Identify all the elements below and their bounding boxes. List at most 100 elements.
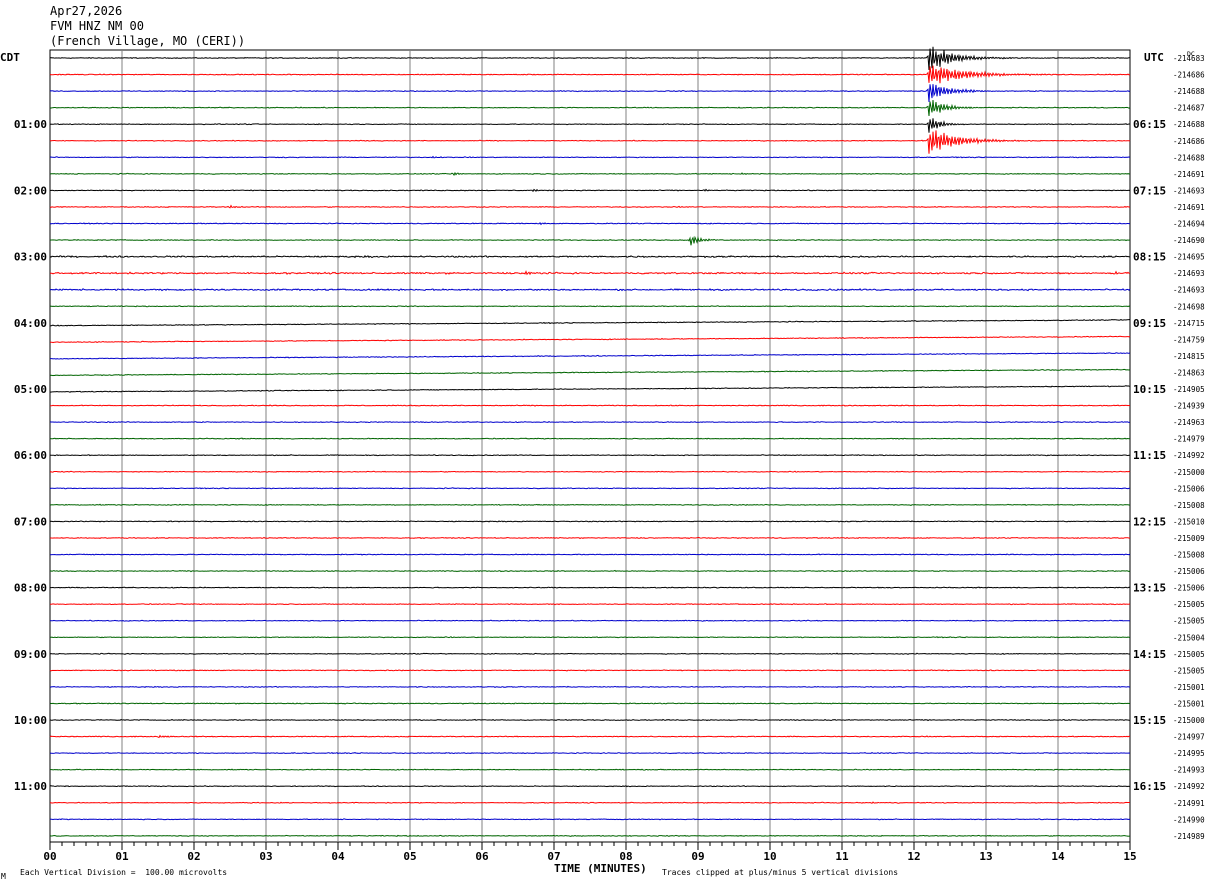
left-hour-label: 11:00 [14, 780, 47, 793]
right-hour-label: 08:15 [1133, 251, 1166, 264]
dc-offset-label: -214993 [1173, 766, 1205, 775]
dc-offset-label: -215008 [1173, 551, 1205, 560]
dc-offset-label: -214688 [1173, 87, 1205, 96]
dc-offset-label: -215001 [1173, 683, 1205, 692]
dc-offset-label: -215006 [1173, 584, 1205, 593]
left-hour-label: 08:00 [14, 582, 47, 595]
trace-row [49, 669, 1131, 672]
trace-row [49, 130, 1131, 154]
x-tick-label: 04 [331, 850, 345, 863]
trace-row [50, 603, 1131, 606]
dc-offset-label: -214691 [1173, 203, 1205, 212]
dc-offset-label: -214991 [1173, 799, 1205, 808]
trace-row [49, 65, 1131, 84]
trace-row [49, 752, 1131, 755]
dc-offset-label: -215010 [1173, 517, 1205, 526]
dc-offset-label: -215006 [1173, 484, 1205, 493]
left-hour-label: 10:00 [14, 714, 47, 727]
dc-offset-label: -215006 [1173, 567, 1205, 576]
left-hour-label: 04:00 [14, 317, 47, 330]
trace-row [49, 204, 1131, 209]
dc-offset-label: -214693 [1173, 269, 1205, 278]
trace-row [49, 270, 1131, 276]
dc-offset-label: -214687 [1173, 104, 1205, 113]
trace-row [49, 352, 1131, 360]
trace-row [49, 685, 1131, 689]
trace-row [49, 503, 1131, 506]
trace-row [49, 768, 1130, 771]
dc-offset-label: -214693 [1173, 286, 1205, 295]
dc-offset-label: -214691 [1173, 170, 1205, 179]
dc-offset-label: -214963 [1173, 418, 1205, 427]
right-hour-label: 13:15 [1133, 582, 1166, 595]
right-timezone-label: UTC [1144, 51, 1164, 64]
dc-offset-label: -214698 [1173, 302, 1205, 311]
dc-offset-label: -215001 [1173, 699, 1205, 708]
right-hour-label: 12:15 [1133, 515, 1166, 528]
x-tick-label: 05 [403, 850, 416, 863]
left-hour-label: 02:00 [14, 184, 47, 197]
plot-header: Apr27,2026 FVM HNZ NM 00 (French Village… [50, 4, 245, 49]
x-tick-label: 08 [619, 850, 632, 863]
left-hour-label: 07:00 [14, 515, 47, 528]
right-hour-label: 16:15 [1133, 780, 1166, 793]
left-hour-label: 03:00 [14, 251, 47, 264]
trace-row [49, 318, 1131, 327]
trace-row [49, 254, 1131, 259]
trace-row [49, 487, 1131, 490]
vertical-scale-note: Each Vertical Division = 100.00 microvol… [20, 868, 228, 877]
x-tick-label: 14 [1051, 850, 1065, 863]
dc-offset-label: -214992 [1173, 451, 1205, 460]
dc-offset-label: -214686 [1173, 137, 1205, 146]
x-tick-label: 00 [43, 850, 56, 863]
dc-offset-label: -215000 [1173, 716, 1205, 725]
dc-offset-label: -215005 [1173, 666, 1205, 675]
trace-row [49, 702, 1130, 705]
trace-row [49, 99, 1131, 117]
trace-row [49, 470, 1131, 473]
dc-offset-label: -214683 [1173, 54, 1205, 63]
dc-offset-label: -214990 [1173, 815, 1205, 824]
dc-offset-label: -214715 [1173, 319, 1205, 328]
trace-row [49, 801, 1130, 804]
dc-offset-label: -215004 [1173, 633, 1205, 642]
x-tick-label: 02 [187, 850, 200, 863]
dc-offset-label: -214695 [1173, 253, 1205, 262]
trace-row [49, 536, 1131, 540]
dc-header-label: DC [1187, 50, 1195, 58]
left-hour-label: 06:00 [14, 449, 47, 462]
clip-note: Traces clipped at plus/minus 5 vertical … [662, 868, 899, 877]
right-hour-label: 11:15 [1133, 449, 1166, 462]
station-location: (French Village, MO (CERI)) [50, 34, 246, 48]
dc-offset-label: -215005 [1173, 650, 1205, 659]
x-axis-title: TIME (MINUTES) [554, 862, 647, 875]
dc-offset-label: -214939 [1173, 402, 1205, 411]
trace-row [49, 834, 1130, 837]
dc-offset-label: -214688 [1173, 153, 1205, 162]
right-hour-label: 10:15 [1133, 383, 1166, 396]
trace-row [49, 235, 1131, 246]
dc-offset-label: -214989 [1173, 832, 1205, 841]
trace-row [49, 454, 1131, 457]
dc-offset-label: -214686 [1173, 71, 1205, 80]
trace-row [49, 437, 1130, 440]
left-hour-label: 09:00 [14, 648, 47, 661]
dc-offset-label: -214759 [1173, 335, 1205, 344]
trace-row [49, 188, 1131, 193]
trace-row [49, 385, 1131, 393]
x-tick-label: 01 [115, 850, 129, 863]
trace-row [49, 305, 1131, 308]
trace-row [49, 785, 1131, 788]
right-hour-label: 09:15 [1133, 317, 1166, 330]
trace-row [49, 368, 1131, 377]
trace-row [50, 171, 1131, 176]
dc-offset-label: -215000 [1173, 468, 1205, 477]
trace-row [49, 818, 1131, 821]
trace-row [49, 520, 1131, 523]
right-hour-label: 14:15 [1133, 648, 1166, 661]
trace-row [49, 46, 1131, 71]
trace-row [49, 288, 1131, 292]
right-hour-label: 07:15 [1133, 184, 1166, 197]
plot-date: Apr27,2026 [50, 4, 123, 18]
